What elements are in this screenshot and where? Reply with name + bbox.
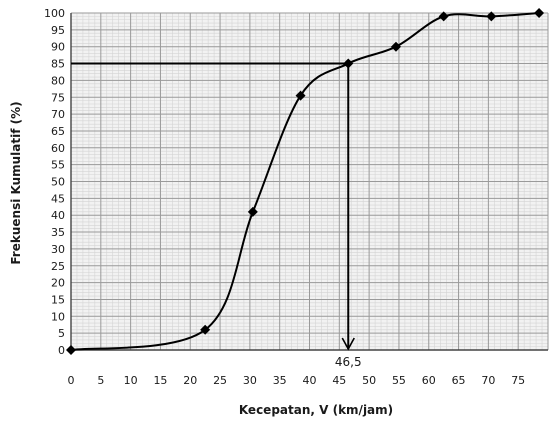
data-point-marker [200,324,211,335]
y-tick-label: 25 [51,260,65,273]
x-tick-label: 30 [243,374,257,387]
x-tick-label: 70 [481,374,495,387]
y-tick-label: 85 [51,58,65,71]
data-point-marker [247,206,258,217]
x-tick-label: 25 [213,374,227,387]
guide-arrowhead [341,337,355,351]
y-tick-label: 15 [51,293,65,306]
data-series [66,8,545,355]
x-tick-label: 5 [97,374,104,387]
x-tick-label: 65 [452,374,466,387]
x-tick-label: 15 [153,374,167,387]
y-tick-label: 60 [51,142,65,155]
plot-grid [70,12,549,351]
axes [70,13,548,351]
x-tick-label: 45 [332,374,346,387]
data-point-marker [438,11,449,22]
guide-value-label: 46,5 [335,355,362,369]
x-axis-title: Kecepatan, V (km/jam) [239,403,393,417]
y-tick-label: 30 [51,243,65,256]
y-tick-label: 65 [51,125,65,138]
x-tick-label: 0 [68,374,75,387]
guide-lines: 46,5 [71,62,362,369]
y-tick-label: 55 [51,159,65,172]
data-point-marker [66,345,76,355]
y-tick-label: 5 [58,327,65,340]
y-tick-label: 80 [51,74,65,87]
x-tick-label: 20 [183,374,197,387]
y-axis-title: Frekuensi Kumulatif (%) [9,101,23,264]
y-tick-label: 0 [58,344,65,357]
y-tick-label: 35 [51,226,65,239]
y-tick-label: 10 [51,310,65,323]
y-tick-label: 75 [51,91,65,104]
y-tick-label: 50 [51,176,65,189]
y-tick-label: 20 [51,277,65,290]
x-tick-label: 50 [362,374,376,387]
x-tick-label: 75 [511,374,525,387]
data-point-marker [486,11,497,22]
data-point-marker [534,8,545,18]
y-tick-label: 90 [51,41,65,54]
y-tick-label: 45 [51,192,65,205]
y-tick-label: 100 [44,7,65,20]
x-tick-label: 60 [422,374,436,387]
y-tick-label: 70 [51,108,65,121]
x-tick-label: 10 [124,374,138,387]
tick-labels: 0510152025303540455055606570758085909510… [44,7,525,387]
x-tick-label: 40 [303,374,317,387]
data-point-marker [390,41,401,52]
data-point-marker [295,90,306,101]
y-tick-label: 95 [51,24,65,37]
y-tick-label: 40 [51,209,65,222]
x-tick-label: 35 [273,374,287,387]
x-tick-label: 55 [392,374,406,387]
data-point-marker [343,58,354,69]
